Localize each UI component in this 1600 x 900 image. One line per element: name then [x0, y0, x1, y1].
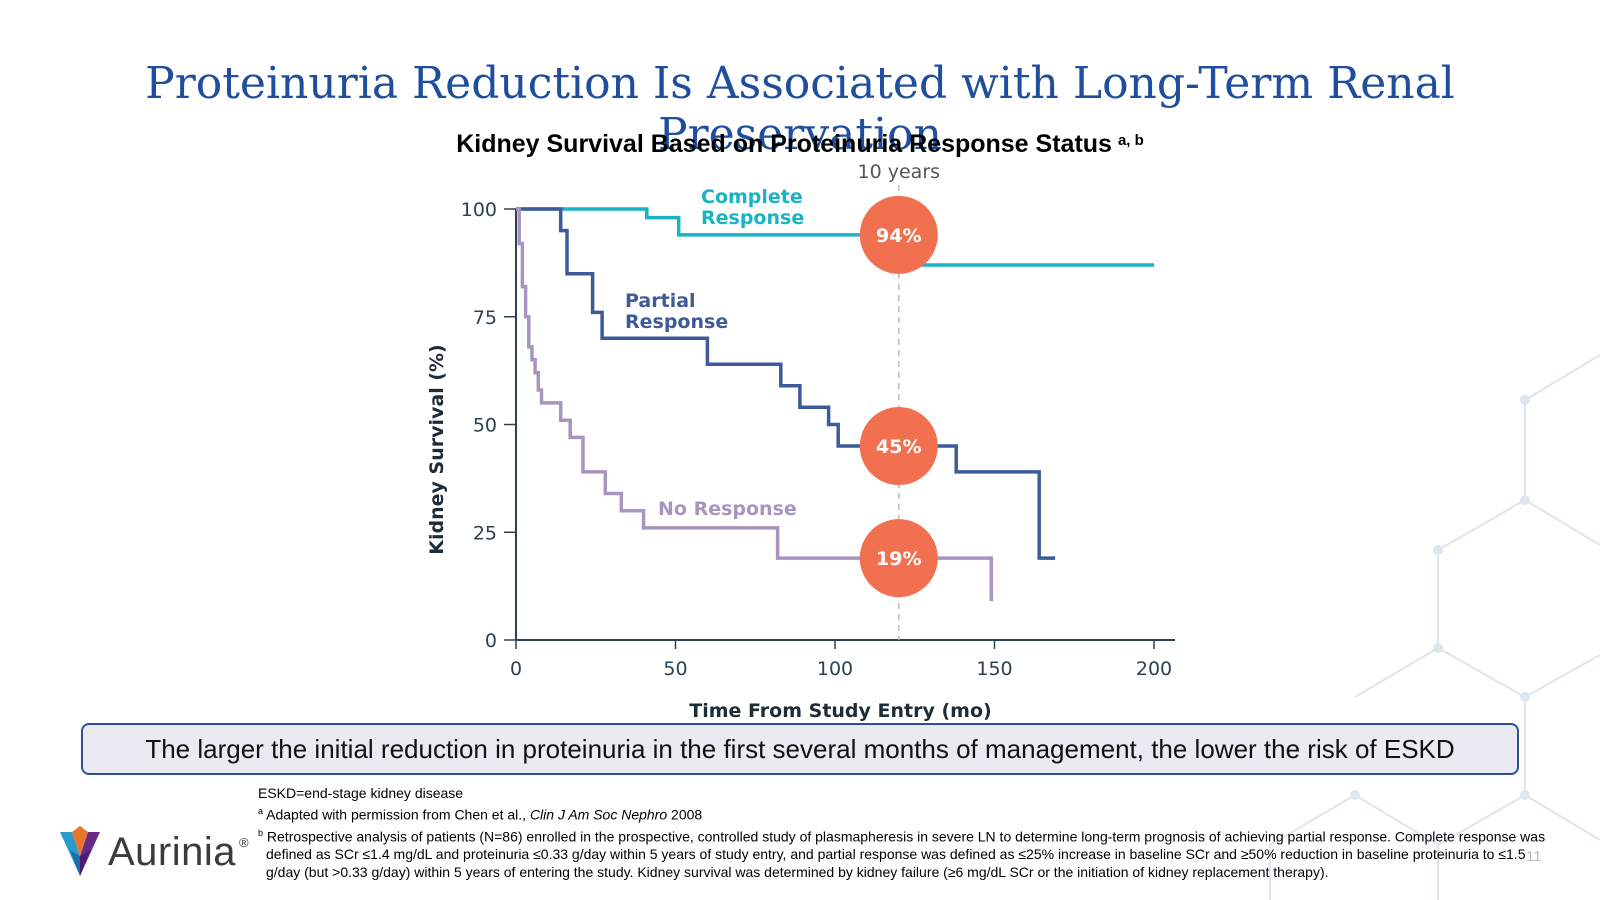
footnote-abbreviation: ESKD=end-stage kidney disease — [258, 785, 464, 801]
chart-title-footnote-markers: a, b — [1117, 132, 1144, 149]
chart-title: Kidney Survival Based on Proteinuria Res… — [0, 130, 1600, 159]
callout-text: The larger the initial reduction in prot… — [145, 733, 1455, 764]
survival-marker-label: 94% — [876, 225, 921, 247]
logo-wordmark: Aurinia — [108, 829, 237, 874]
aurinia-logo-mark-icon — [60, 826, 100, 876]
page-number: 11 — [1526, 848, 1542, 865]
footnote-a-text: Adapted with permission from Chen et al.… — [266, 806, 530, 823]
key-message-callout: The larger the initial reduction in prot… — [81, 723, 1519, 775]
chart-title-text: Kidney Survival Based on Proteinuria Res… — [456, 130, 1112, 158]
complete-response-curve — [516, 207, 1154, 267]
footnote-b-marker: b — [258, 827, 264, 838]
footnote-b: b Retrospective analysis of patients (N=… — [258, 824, 1548, 882]
survival-marker-circle — [859, 519, 938, 598]
survival-marker-label: 45% — [876, 436, 921, 458]
x-tick-label: 100 — [817, 658, 853, 680]
y-axis-label: Kidney Survival (%) — [426, 344, 448, 554]
footnote-a: a Adapted with permission from Chen et a… — [258, 802, 1548, 824]
survival-marker-circle — [859, 195, 938, 274]
survival-marker-label: 19% — [876, 548, 921, 570]
slide-title: Proteinuria Reduction Is Associated with… — [145, 58, 1455, 160]
no-response-curve — [516, 207, 994, 602]
complete-response-label: Response — [701, 207, 804, 229]
complete-response-label: Complete — [701, 186, 803, 208]
y-tick-label: 100 — [461, 199, 497, 221]
x-tick-label: 0 — [510, 658, 522, 680]
footnotes: ESKD=end-stage kidney disease a Adapted … — [258, 784, 1548, 881]
x-tick-label: 150 — [976, 658, 1012, 680]
x-tick-label: 50 — [663, 658, 687, 680]
partial-response-curve — [516, 207, 1056, 560]
y-tick-label: 50 — [473, 415, 497, 437]
no-response-label: No Response — [658, 498, 797, 520]
y-tick-label: 75 — [473, 307, 497, 329]
partial-response-label: Partial — [625, 290, 696, 312]
footnote-b-text: Retrospective analysis of patients (N=86… — [266, 828, 1546, 881]
y-tick-label: 0 — [485, 630, 497, 652]
y-tick-label: 25 — [473, 522, 497, 544]
footnote-a-marker: a — [258, 806, 264, 816]
logo-registered-mark: ® — [239, 834, 249, 850]
x-axis-label: Time From Study Entry (mo) — [689, 700, 991, 722]
survival-marker-circle — [859, 407, 938, 486]
partial-response-label: Response — [625, 311, 728, 333]
footnote-a-year: 2008 — [667, 806, 703, 823]
aurinia-logo: Aurinia ® — [58, 826, 249, 878]
x-tick-label: 200 — [1136, 658, 1172, 680]
ten-year-reference-label: 10 years — [858, 161, 941, 183]
footnote-a-journal: Clin J Am Soc Nephro — [529, 806, 668, 823]
